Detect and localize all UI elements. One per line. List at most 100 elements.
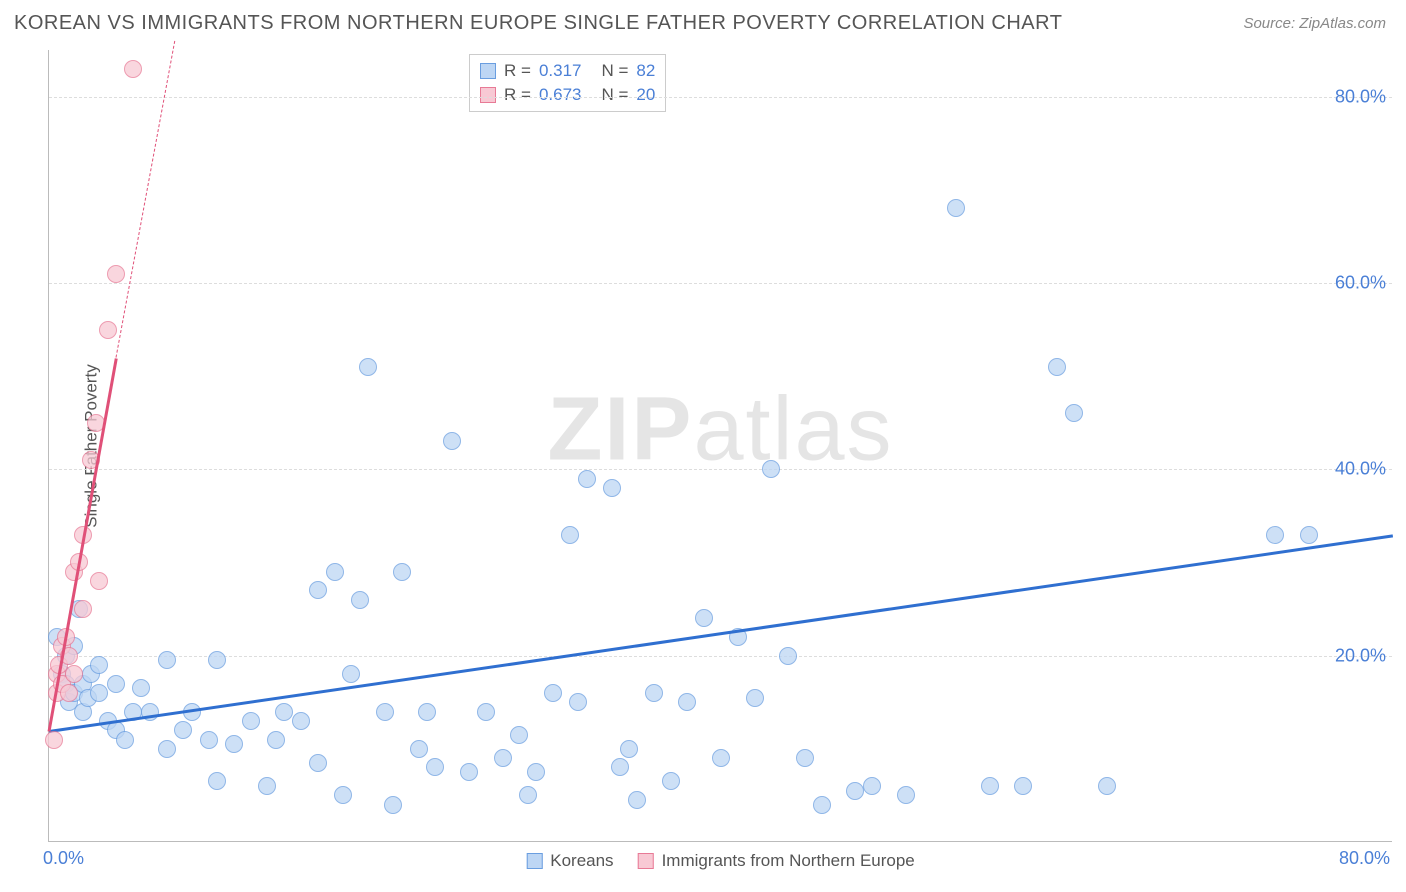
legend-swatch bbox=[480, 63, 496, 79]
legend-swatch bbox=[480, 87, 496, 103]
koreans-point bbox=[158, 740, 176, 758]
immigrants-point bbox=[65, 665, 83, 683]
koreans-point bbox=[762, 460, 780, 478]
koreans-point bbox=[1065, 404, 1083, 422]
koreans-point bbox=[376, 703, 394, 721]
koreans-point bbox=[846, 782, 864, 800]
immigrants-trendline bbox=[116, 41, 176, 358]
koreans-point bbox=[779, 647, 797, 665]
immigrants-point bbox=[99, 321, 117, 339]
koreans-point bbox=[603, 479, 621, 497]
chart-title: KOREAN VS IMMIGRANTS FROM NORTHERN EUROP… bbox=[14, 12, 1062, 35]
koreans-point bbox=[1266, 526, 1284, 544]
correlation-stats-legend: R =0.317N =82R =0.673N =20 bbox=[469, 54, 666, 112]
koreans-point bbox=[1014, 777, 1032, 795]
gridline bbox=[49, 656, 1392, 657]
koreans-point bbox=[158, 651, 176, 669]
source-attribution: Source: ZipAtlas.com bbox=[1243, 15, 1386, 32]
koreans-point bbox=[384, 796, 402, 814]
koreans-point bbox=[1300, 526, 1318, 544]
immigrants-point bbox=[45, 731, 63, 749]
koreans-point bbox=[292, 712, 310, 730]
koreans-trendline bbox=[49, 535, 1393, 734]
immigrants-point bbox=[60, 684, 78, 702]
koreans-point bbox=[863, 777, 881, 795]
koreans-point bbox=[510, 726, 528, 744]
koreans-point bbox=[418, 703, 436, 721]
gridline bbox=[49, 283, 1392, 284]
koreans-point bbox=[208, 772, 226, 790]
stat-r-value: 0.317 bbox=[539, 61, 582, 81]
koreans-point bbox=[326, 563, 344, 581]
koreans-point bbox=[225, 735, 243, 753]
stat-row: R =0.317N =82 bbox=[480, 59, 655, 83]
immigrants-point bbox=[74, 600, 92, 618]
koreans-point bbox=[678, 693, 696, 711]
koreans-point bbox=[359, 358, 377, 376]
koreans-point bbox=[174, 721, 192, 739]
koreans-point bbox=[695, 609, 713, 627]
koreans-point bbox=[620, 740, 638, 758]
stat-n-value: 20 bbox=[636, 85, 655, 105]
legend-item: Koreans bbox=[526, 851, 613, 871]
scatter-chart: ZIPatlas R =0.317N =82R =0.673N =20 Kore… bbox=[48, 50, 1392, 842]
stat-r-value: 0.673 bbox=[539, 85, 582, 105]
y-tick-label: 80.0% bbox=[1335, 86, 1386, 107]
immigrants-point bbox=[90, 572, 108, 590]
legend-label: Immigrants from Northern Europe bbox=[662, 851, 915, 871]
koreans-point bbox=[309, 754, 327, 772]
koreans-point bbox=[132, 679, 150, 697]
koreans-point bbox=[460, 763, 478, 781]
koreans-point bbox=[712, 749, 730, 767]
legend-item: Immigrants from Northern Europe bbox=[638, 851, 915, 871]
y-tick-label: 20.0% bbox=[1335, 645, 1386, 666]
koreans-point bbox=[309, 581, 327, 599]
koreans-point bbox=[334, 786, 352, 804]
koreans-point bbox=[947, 199, 965, 217]
koreans-point bbox=[494, 749, 512, 767]
immigrants-point bbox=[107, 265, 125, 283]
koreans-point bbox=[569, 693, 587, 711]
koreans-point bbox=[611, 758, 629, 776]
koreans-point bbox=[90, 656, 108, 674]
koreans-point bbox=[477, 703, 495, 721]
koreans-point bbox=[981, 777, 999, 795]
koreans-point bbox=[258, 777, 276, 795]
y-tick-label: 60.0% bbox=[1335, 272, 1386, 293]
koreans-point bbox=[208, 651, 226, 669]
koreans-point bbox=[275, 703, 293, 721]
koreans-point bbox=[561, 526, 579, 544]
koreans-point bbox=[519, 786, 537, 804]
gridline bbox=[49, 469, 1392, 470]
koreans-point bbox=[1098, 777, 1116, 795]
koreans-point bbox=[813, 796, 831, 814]
koreans-point bbox=[90, 684, 108, 702]
stat-n-value: 82 bbox=[636, 61, 655, 81]
koreans-point bbox=[242, 712, 260, 730]
koreans-point bbox=[410, 740, 428, 758]
koreans-point bbox=[544, 684, 562, 702]
watermark: ZIPatlas bbox=[547, 378, 893, 481]
koreans-point bbox=[662, 772, 680, 790]
koreans-point bbox=[351, 591, 369, 609]
x-tick-label: 0.0% bbox=[43, 848, 84, 869]
immigrants-point bbox=[124, 60, 142, 78]
stat-n-label: N = bbox=[601, 85, 628, 105]
y-tick-label: 40.0% bbox=[1335, 459, 1386, 480]
legend-swatch bbox=[526, 853, 542, 869]
koreans-point bbox=[200, 731, 218, 749]
koreans-point bbox=[393, 563, 411, 581]
koreans-point bbox=[426, 758, 444, 776]
koreans-point bbox=[796, 749, 814, 767]
koreans-point bbox=[267, 731, 285, 749]
legend-label: Koreans bbox=[550, 851, 613, 871]
koreans-point bbox=[443, 432, 461, 450]
koreans-point bbox=[746, 689, 764, 707]
koreans-point bbox=[645, 684, 663, 702]
x-tick-label: 80.0% bbox=[1339, 848, 1390, 869]
stat-r-label: R = bbox=[504, 61, 531, 81]
series-legend: Koreans Immigrants from Northern Europe bbox=[526, 851, 915, 871]
koreans-point bbox=[897, 786, 915, 804]
koreans-point bbox=[1048, 358, 1066, 376]
gridline bbox=[49, 97, 1392, 98]
